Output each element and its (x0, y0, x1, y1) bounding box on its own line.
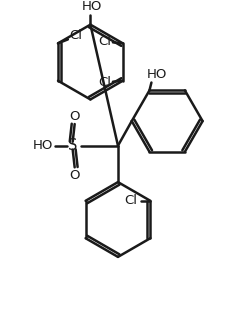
Text: Cl: Cl (98, 35, 111, 48)
Text: Cl: Cl (124, 194, 137, 207)
Text: HO: HO (146, 68, 167, 81)
Text: S: S (68, 138, 77, 153)
Text: HO: HO (33, 139, 53, 152)
Text: Cl: Cl (69, 29, 82, 42)
Text: O: O (69, 110, 79, 123)
Text: O: O (69, 169, 79, 182)
Text: HO: HO (82, 0, 102, 13)
Text: Cl: Cl (98, 76, 111, 89)
